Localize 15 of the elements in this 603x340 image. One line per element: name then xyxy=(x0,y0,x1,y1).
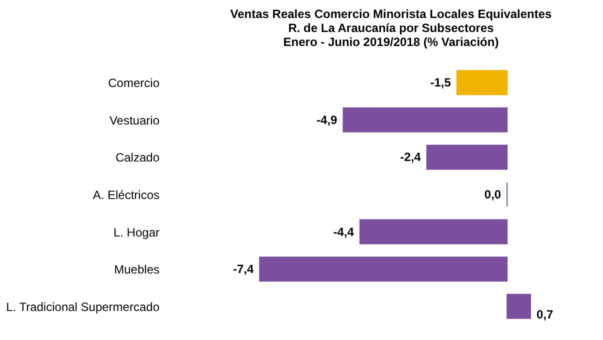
y-tick-label: L. Hogar xyxy=(113,225,160,240)
data-label: -4,9 xyxy=(316,112,338,127)
data-label: -7,4 xyxy=(232,262,254,276)
chart-title: Ventas Reales Comercio Minorista Locales Equivalentes R. de La Araucanía por Subsectores Enero - Junio 2019/2018 (% Variación) xyxy=(230,7,552,49)
data-label: -2,4 xyxy=(400,150,422,164)
data-label: 0,7 xyxy=(536,307,554,322)
data-label: -4,4 xyxy=(333,224,354,239)
y-tick-label: Comercio xyxy=(108,76,160,90)
y-tick-label: Muebles xyxy=(114,262,160,277)
y-tick-label: Vestuario xyxy=(109,113,160,128)
y-tick-label: Calzado xyxy=(115,150,160,165)
data-label: 0,0 xyxy=(484,188,502,202)
y-tick-label: A. Eléctricos xyxy=(92,188,160,202)
y-tick-label: L. Tradicional Supermercado xyxy=(6,300,160,314)
data-label: -1,5 xyxy=(430,76,452,90)
